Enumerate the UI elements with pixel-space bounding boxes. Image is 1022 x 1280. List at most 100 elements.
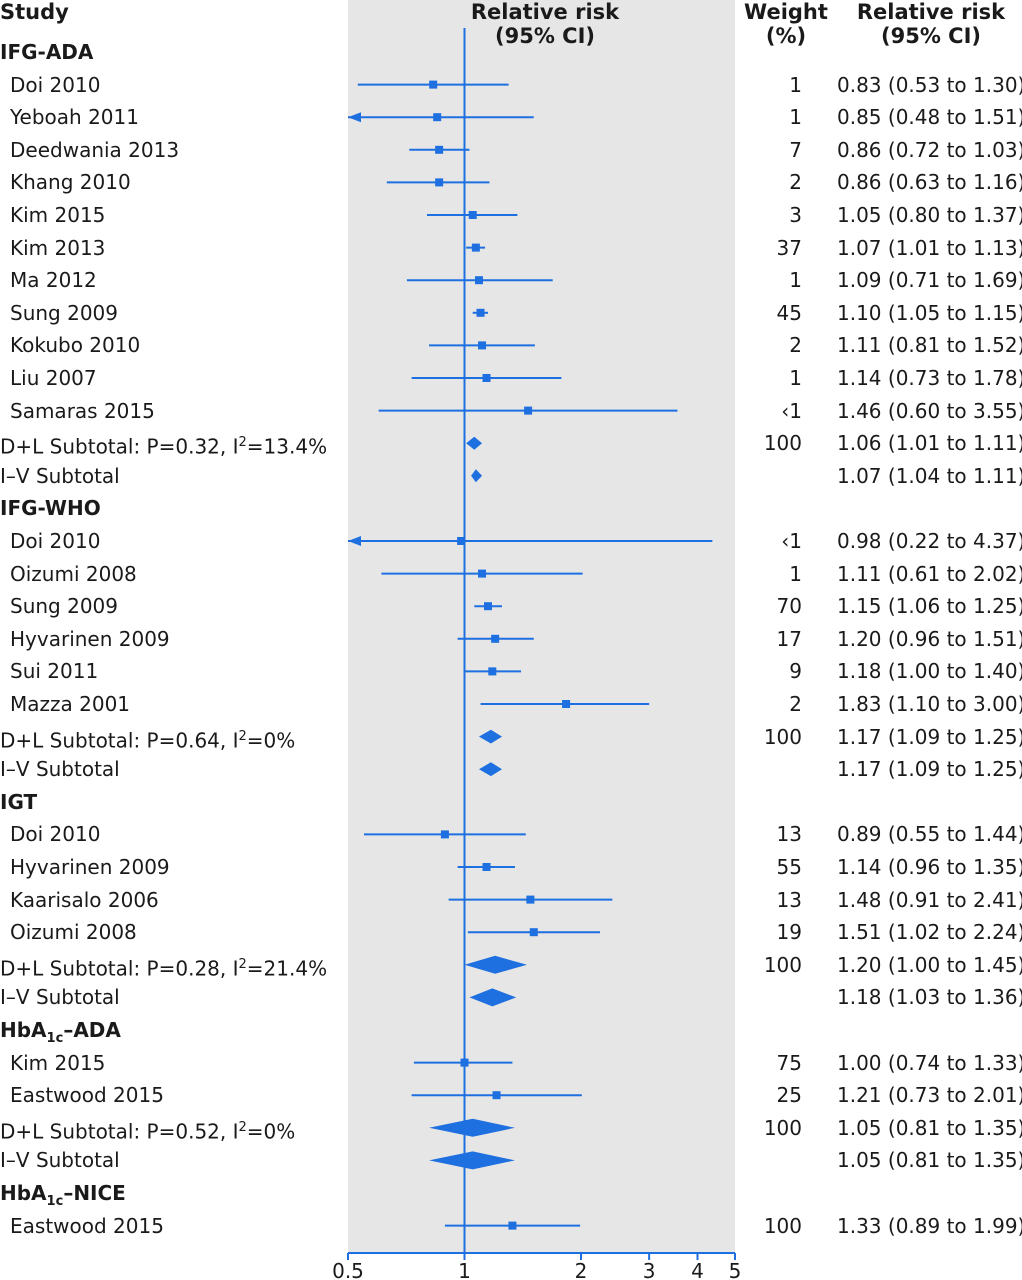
ci-text: 1.18 (1.03 to 1.36) <box>837 985 1022 1010</box>
ci-text: 1.05 (0.80 to 1.37) <box>837 203 1022 227</box>
row-label-text: Samaras 2015 <box>10 398 155 423</box>
point-estimate <box>526 895 535 904</box>
superscript: 2 <box>238 1119 247 1135</box>
x-tick-label: 0.5 <box>332 1259 364 1280</box>
ci-text: 0.86 (0.63 to 1.16) <box>837 170 1022 195</box>
row-label-text: Kim 2015 <box>10 203 106 227</box>
row-label-suffix: =0% <box>246 1119 296 1144</box>
study-label: Kim 2015 <box>10 1051 105 1075</box>
row-label-text: HbA <box>0 1018 47 1042</box>
subtotal-diamond <box>429 1151 515 1170</box>
ci-text: 1.15 (1.06 to 1.25) <box>837 594 1022 619</box>
weight-value: 100 <box>763 1115 802 1140</box>
point-estimate <box>562 700 571 708</box>
subtotal-label: D+L Subtotal: P=0.32, I2=13.4% <box>0 431 327 459</box>
row-label-text: Kaarisalo 2006 <box>10 887 159 912</box>
study-label: Yeboah 2011 <box>10 105 139 129</box>
study-label: Eastwood 2015 <box>10 1214 164 1238</box>
rr-column-header-line2: (95% CI) <box>881 24 981 48</box>
study-label: Kim 2013 <box>10 236 105 260</box>
ci-text: 1.14 (0.96 to 1.35) <box>837 855 1022 879</box>
point-estimate <box>435 145 444 154</box>
row-label-text: D+L Subtotal: P=0.32, I <box>0 434 239 459</box>
study-label: Mazza 2001 <box>10 692 130 716</box>
ci-text: 0.83 (0.53 to 1.30) <box>837 72 1022 97</box>
row-label-text: Sung 2009 <box>10 594 118 619</box>
row-label-text: Sui 2011 <box>10 659 99 684</box>
weight-value: 17 <box>776 626 802 651</box>
study-label: Deedwania 2013 <box>10 138 179 162</box>
row-label-text: Liu 2007 <box>10 366 97 390</box>
ci-text: 1.00 (0.74 to 1.33) <box>837 1050 1022 1075</box>
point-estimate <box>433 113 442 122</box>
superscript: 2 <box>238 435 247 451</box>
group-heading: IFG-ADA <box>0 40 93 64</box>
row-label-text: Oizumi 2008 <box>10 920 137 945</box>
weight-value: 100 <box>763 724 802 749</box>
study-label: Eastwood 2015 <box>10 1083 164 1107</box>
weight-value: ‹1 <box>781 398 802 423</box>
plot-header-line1: Relative risk <box>470 0 620 24</box>
row-label-text: Eastwood 2015 <box>10 1083 164 1108</box>
point-estimate <box>478 569 487 578</box>
group-heading: IFG-WHO <box>0 496 101 520</box>
row-label-text: D+L Subtotal: P=0.28, I <box>0 956 239 981</box>
x-tick-label: 2 <box>575 1259 588 1280</box>
row-label-text: Oizumi 2008 <box>10 561 137 586</box>
row-label-text: Yeboah 2011 <box>10 105 139 130</box>
ci-text: 1.10 (1.05 to 1.15) <box>837 300 1022 325</box>
ci-text: 1.05 (0.81 to 1.35) <box>837 1148 1022 1173</box>
study-label: Kokubo 2010 <box>10 333 140 357</box>
ci-text: 1.07 (1.01 to 1.13) <box>837 235 1022 260</box>
row-label-suffix: =21.4% <box>246 956 328 981</box>
ci-text: 1.20 (0.96 to 1.51) <box>837 626 1022 651</box>
row-label-suffix: –ADA <box>63 1018 121 1042</box>
plot-panel-background <box>348 0 735 1252</box>
study-label: Hyvarinen 2009 <box>10 855 170 879</box>
weight-value: 37 <box>776 235 802 260</box>
plot-header-line2: (95% CI) <box>495 24 595 48</box>
row-label-suffix: =0% <box>246 728 296 753</box>
group-heading: HbA1c–ADA <box>0 1018 121 1051</box>
x-tick-label: 1 <box>458 1259 471 1280</box>
point-estimate <box>429 80 438 89</box>
subtotal-label: I–V Subtotal <box>0 1148 120 1172</box>
subscript: 1c <box>46 1031 64 1046</box>
row-label-suffix: –NICE <box>63 1181 126 1205</box>
row-label-text: IFG-WHO <box>0 496 101 521</box>
ci-text: 1.17 (1.09 to 1.25) <box>837 724 1022 749</box>
row-label-text: Kokubo 2010 <box>10 333 141 358</box>
subtotal-label: D+L Subtotal: P=0.28, I2=21.4% <box>0 953 328 981</box>
x-tick-label: 5 <box>729 1259 742 1280</box>
row-label-text: Ma 2012 <box>10 268 97 293</box>
weight-value: 1 <box>789 72 802 97</box>
row-label-text: Doi 2010 <box>10 529 101 553</box>
row-label-text: Khang 2010 <box>10 170 131 195</box>
row-label-text: Doi 2010 <box>10 822 101 847</box>
row-label-text: Sung 2009 <box>10 300 118 325</box>
ci-text: 0.85 (0.48 to 1.51) <box>837 105 1022 130</box>
weight-value: 75 <box>776 1050 802 1075</box>
subtotal-diamond <box>478 729 503 744</box>
weight-value: 25 <box>776 1083 802 1108</box>
point-estimate <box>474 276 483 285</box>
point-estimate <box>529 928 538 937</box>
group-heading: HbA1c–NICE <box>0 1181 126 1214</box>
point-estimate <box>492 1091 501 1100</box>
subtotal-diamond <box>464 955 527 974</box>
subtotal-label: I–V Subtotal <box>0 985 120 1009</box>
point-estimate <box>468 211 477 219</box>
weight-value: 1 <box>789 105 802 130</box>
rr-column-header-line1: Relative risk <box>856 0 1006 24</box>
ci-text: 0.86 (0.72 to 1.03) <box>837 137 1022 162</box>
weight-value: 1 <box>789 366 802 390</box>
ci-left-arrow <box>348 112 361 123</box>
study-label: Liu 2007 <box>10 366 97 390</box>
weight-value: 13 <box>776 822 802 847</box>
row-label-text: D+L Subtotal: P=0.64, I <box>0 728 239 753</box>
ci-left-arrow <box>348 536 361 546</box>
weight-value: 70 <box>776 594 802 619</box>
subtotal-diamond <box>471 469 483 483</box>
weight-value: 19 <box>776 920 802 945</box>
